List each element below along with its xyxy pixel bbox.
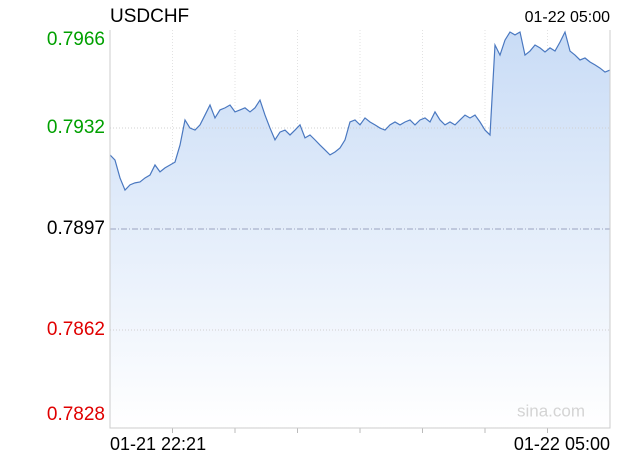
timestamp: 01-22 05:00 xyxy=(525,9,611,26)
plot xyxy=(109,30,611,429)
watermark: sina.com xyxy=(517,401,585,420)
y-tick-label: 0.7828 xyxy=(47,404,105,425)
y-tick-label: 0.7966 xyxy=(47,29,105,50)
x-tick-label: 01-22 05:00 xyxy=(514,434,610,454)
y-tick-label: 0.7862 xyxy=(47,319,105,340)
y-tick-label: 0.7932 xyxy=(47,117,105,138)
area xyxy=(110,32,610,429)
y-tick-label: 0.7897 xyxy=(47,218,105,239)
price-line xyxy=(109,30,611,192)
plot-frame xyxy=(109,30,611,429)
chart-title: USDCHF xyxy=(110,6,189,27)
x-tick-label: 01-21 22:21 xyxy=(110,434,206,454)
